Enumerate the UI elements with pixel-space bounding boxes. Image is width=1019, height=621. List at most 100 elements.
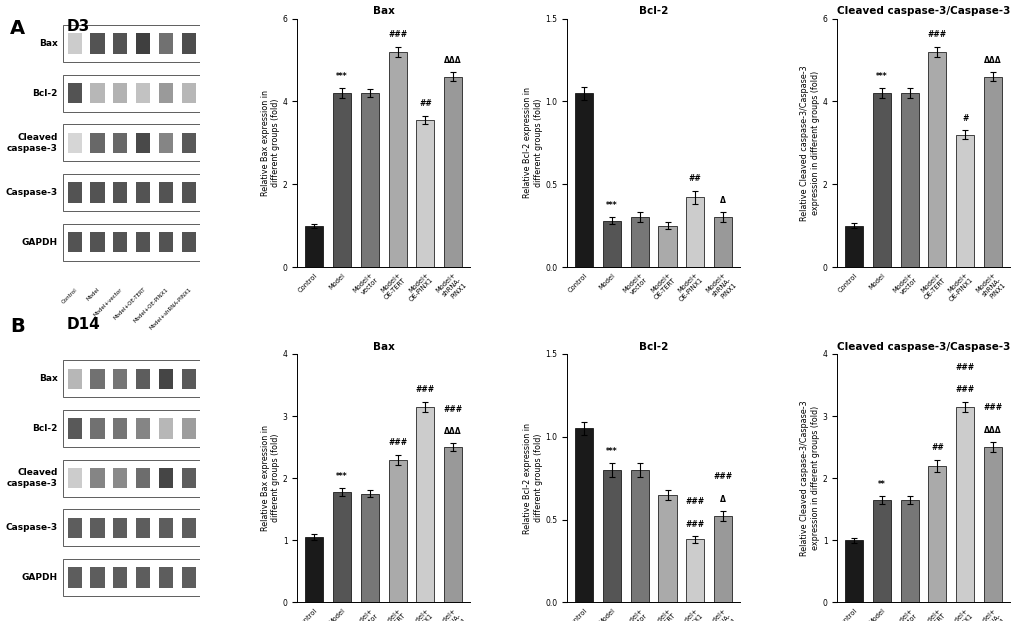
Bar (67, 368, 82, 389)
Bar (181, 419, 196, 438)
Text: D14: D14 (66, 317, 100, 332)
Bar (63, 509, 200, 546)
Bar (113, 232, 127, 252)
Bar (136, 568, 150, 587)
Bar (67, 568, 82, 587)
Bar (63, 124, 200, 161)
Bar (444, 447, 462, 602)
Bar (136, 133, 150, 153)
Bar (113, 83, 127, 103)
Bar (844, 225, 862, 267)
Bar (927, 466, 946, 602)
Title: Bax: Bax (372, 6, 394, 17)
Bar (332, 492, 351, 602)
Bar (113, 133, 127, 153)
Bar (67, 33, 82, 54)
Bar (63, 174, 200, 211)
Title: Bcl-2: Bcl-2 (638, 342, 667, 352)
Bar (686, 540, 704, 602)
Text: Model+OE-PINX1: Model+OE-PINX1 (132, 287, 169, 324)
Text: Bcl-2: Bcl-2 (33, 89, 58, 97)
Text: Bcl-2: Bcl-2 (33, 424, 58, 433)
Bar (955, 135, 973, 267)
Text: ##: ## (930, 443, 943, 452)
Text: ***: *** (336, 72, 347, 81)
Bar (388, 460, 407, 602)
Text: ΔΔΔ: ΔΔΔ (983, 56, 1001, 65)
Text: GAPDH: GAPDH (21, 573, 58, 582)
Text: ***: *** (605, 447, 618, 456)
Text: ###: ### (416, 386, 434, 394)
Bar (136, 368, 150, 389)
Bar (630, 470, 648, 602)
Text: ###: ### (685, 520, 704, 528)
Bar (67, 232, 82, 252)
Text: B: B (10, 317, 24, 336)
Bar (900, 93, 918, 267)
Bar (159, 133, 173, 153)
Text: ΔΔΔ: ΔΔΔ (983, 426, 1001, 435)
Bar (159, 468, 173, 488)
Bar (91, 33, 105, 54)
Bar (136, 183, 150, 202)
Y-axis label: Relative Cleaved caspase-3/Caspase-3
expression in different groups (fold): Relative Cleaved caspase-3/Caspase-3 exp… (800, 65, 819, 220)
Bar (113, 183, 127, 202)
Bar (91, 568, 105, 587)
Bar (159, 517, 173, 538)
Bar (630, 217, 648, 267)
Text: Model: Model (86, 287, 101, 302)
Bar (67, 83, 82, 103)
Bar (658, 225, 676, 267)
Bar (113, 568, 127, 587)
Title: Cleaved caspase-3/Caspase-3: Cleaved caspase-3/Caspase-3 (836, 6, 1009, 17)
Bar (983, 76, 1001, 267)
Bar (159, 183, 173, 202)
Bar (602, 470, 621, 602)
Bar (159, 83, 173, 103)
Bar (713, 217, 732, 267)
Bar (91, 133, 105, 153)
Bar (181, 183, 196, 202)
Text: Cleaved
caspase-3: Cleaved caspase-3 (7, 133, 58, 153)
Text: ***: *** (336, 472, 347, 481)
Text: ###: ### (982, 404, 1002, 412)
Bar (602, 220, 621, 267)
Title: Bax: Bax (372, 342, 394, 352)
Text: Caspase-3: Caspase-3 (5, 524, 58, 532)
Text: ***: *** (605, 201, 618, 210)
Bar (444, 76, 462, 267)
Bar (63, 25, 200, 62)
Title: Cleaved caspase-3/Caspase-3: Cleaved caspase-3/Caspase-3 (836, 342, 1009, 352)
Bar (872, 500, 890, 602)
Bar (91, 368, 105, 389)
Bar (713, 516, 732, 602)
Text: Caspase-3: Caspase-3 (5, 188, 58, 197)
Text: **: ** (877, 480, 884, 489)
Text: ###: ### (713, 473, 732, 481)
Bar (181, 517, 196, 538)
Bar (63, 410, 200, 447)
Bar (91, 419, 105, 438)
Bar (575, 428, 592, 602)
Text: Model+shRNA-PINX1: Model+shRNA-PINX1 (148, 287, 192, 331)
Text: D3: D3 (66, 19, 90, 34)
Bar (159, 33, 173, 54)
Bar (91, 517, 105, 538)
Text: ###: ### (955, 363, 974, 372)
Bar (63, 360, 200, 397)
Bar (332, 93, 351, 267)
Bar (361, 93, 378, 267)
Bar (900, 500, 918, 602)
Y-axis label: Relative Bcl-2 expression in
different groups (fold): Relative Bcl-2 expression in different g… (523, 423, 542, 533)
Bar (305, 225, 323, 267)
Bar (113, 33, 127, 54)
Bar (159, 568, 173, 587)
Text: #: # (961, 114, 967, 123)
Bar (67, 419, 82, 438)
Text: Model+OE-TERT: Model+OE-TERT (112, 287, 147, 321)
Text: Control: Control (61, 287, 78, 304)
Bar (159, 368, 173, 389)
Text: Bax: Bax (39, 374, 58, 383)
Title: Bcl-2: Bcl-2 (638, 6, 667, 17)
Bar (872, 93, 890, 267)
